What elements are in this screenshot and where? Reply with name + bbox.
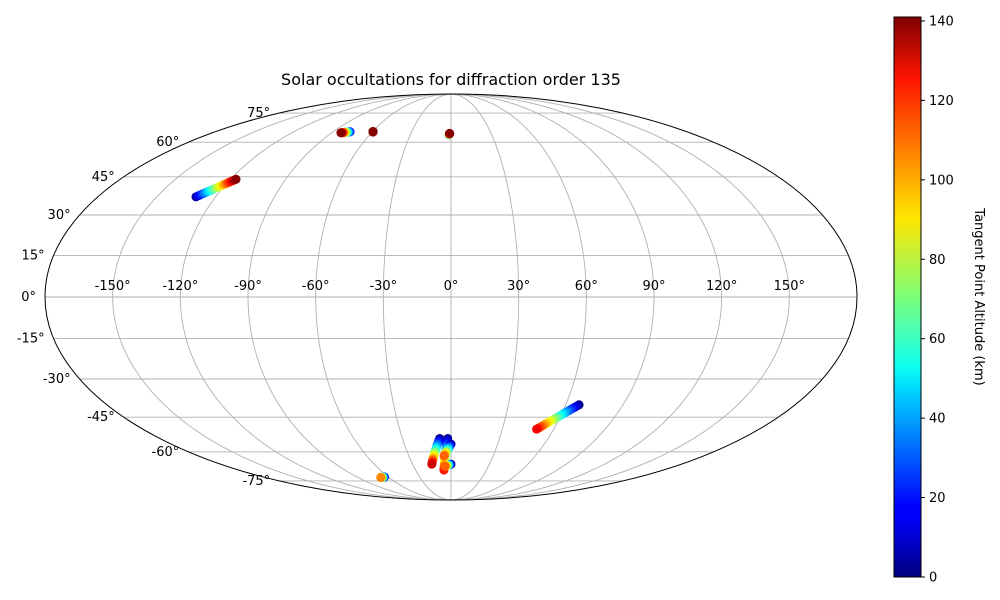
occultation-point xyxy=(439,451,449,461)
occultation-point xyxy=(376,472,386,482)
latitude-tick-label: -30° xyxy=(43,372,71,387)
longitude-tick-label: 0° xyxy=(444,279,459,294)
longitude-tick-label: -90° xyxy=(234,279,262,294)
colorbar-tick-label: 120 xyxy=(929,94,954,109)
occultation-point xyxy=(445,128,455,138)
longitude-tick-label: 30° xyxy=(507,279,530,294)
longitude-tick-label: -150° xyxy=(95,279,131,294)
chart-title: Solar occultations for diffraction order… xyxy=(281,70,621,89)
occultation-point xyxy=(440,461,450,471)
longitude-tick-label: 60° xyxy=(575,279,598,294)
latitude-tick-label: 15° xyxy=(22,248,45,263)
data-points xyxy=(191,127,584,482)
longitude-tick-label: -30° xyxy=(369,279,397,294)
colorbar-tick-label: 40 xyxy=(929,412,946,427)
colorbar-ticks: 0 20 40 60 80 100 120 140 xyxy=(921,14,954,586)
colorbar-tick-label: 60 xyxy=(929,332,946,347)
occultation-point xyxy=(368,127,378,137)
colorbar-tick-label: 80 xyxy=(929,253,946,268)
colorbar-label: Tangent Point Altitude (km) xyxy=(971,207,986,385)
latitude-tick-label: -15° xyxy=(17,332,45,347)
occultation-point xyxy=(231,174,241,184)
occultation-point xyxy=(336,128,346,138)
occultation-point xyxy=(427,459,437,469)
latitude-tick-label: 30° xyxy=(48,208,71,223)
longitude-tick-label: 120° xyxy=(706,279,737,294)
latitude-tick-label: -45° xyxy=(87,410,115,425)
colorbar-tick-label: 0 xyxy=(929,571,937,586)
map-boundary xyxy=(44,93,858,501)
colorbar-tick-label: 20 xyxy=(929,491,946,506)
latitude-tick-label: 60° xyxy=(156,135,179,150)
colorbar-tick-label: 100 xyxy=(929,173,954,188)
longitude-tick-label: 150° xyxy=(774,279,805,294)
latitude-tick-label: 75° xyxy=(247,106,270,121)
tick-labels: -150° -120° -90° -60° -30° 0° 30° 60° 90° 120° 150… xyxy=(17,106,805,489)
latitude-tick-label: 45° xyxy=(92,170,115,185)
latitude-tick-label: -75° xyxy=(242,474,270,489)
colorbar xyxy=(893,16,922,578)
occultation-point xyxy=(532,424,542,434)
colorbar-tick-label: 140 xyxy=(929,14,954,29)
latitude-tick-label: 0° xyxy=(21,290,36,305)
longitude-tick-label: -120° xyxy=(162,279,198,294)
longitude-tick-label: -60° xyxy=(302,279,330,294)
longitude-tick-label: 90° xyxy=(642,279,665,294)
latitude-tick-label: -60° xyxy=(152,445,180,460)
